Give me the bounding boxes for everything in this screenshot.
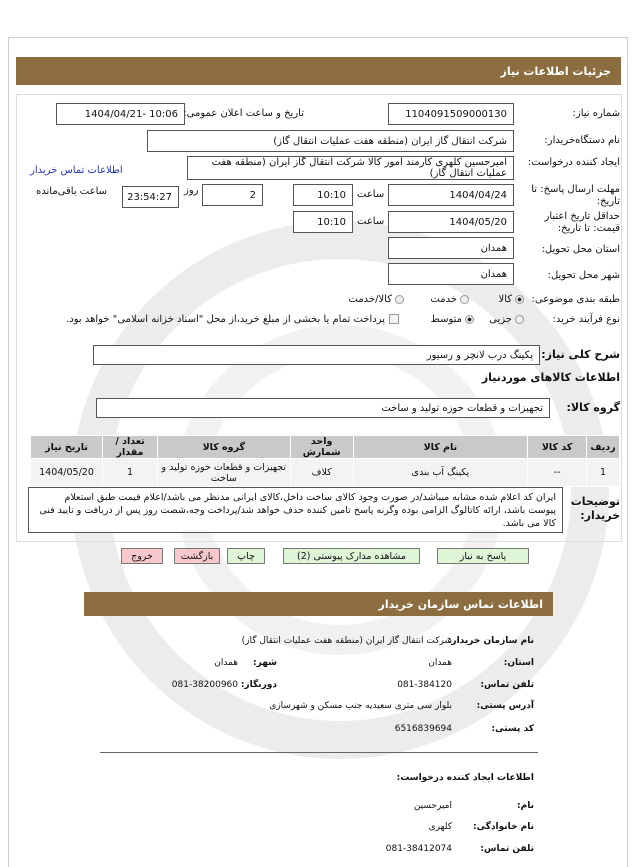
contact-city-value: همدان [214,658,238,668]
org-label: نام سازمان خریدار: [447,636,534,646]
remaining-time-label: ساعت باقی‌مانده [36,186,108,197]
goods-group-label: گروه کالا: [566,401,620,414]
col-date: تاریخ نیاز [29,435,104,459]
category-option-goods[interactable]: کالا [498,294,524,306]
days-field: 2 [202,184,263,206]
process-label: نوع فرآیند خرید: [552,314,621,325]
announce-field: 1404/04/21- 10:06 [56,103,185,125]
requester-label: ایجاد کننده درخواست: [527,157,620,168]
city-field: همدان [388,263,514,285]
org-value: شرکت انتقال گاز ایران (منطقه هفت عملیات … [241,636,452,646]
creator-name-label: نام: [517,801,534,811]
requester-field: امیرحسین کلهری کارمند امور کالا شرکت انت… [187,156,514,180]
buyer-contact-link[interactable]: اطلاعات تماس خریدار [30,165,123,176]
deadline-time-label: ساعت [357,189,385,200]
col-unit: واحد شمارش [289,435,354,459]
radio-icon[interactable] [515,294,524,304]
description-field: پکینگ درب لانچر و رسیور [93,345,540,365]
deadline-label: مهلت ارسال پاسخ: تا تاریخ: [531,184,620,207]
page-header: جزئیات اطلاعات نیاز [16,57,621,85]
exit-button[interactable]: خروج [121,548,163,564]
table-row: 1 -- پکینگ آب بندی کلاف تجهیزات و قطعات … [29,458,620,487]
fax-value: 081-38200960 [171,680,238,690]
goods-section-title: اطلاعات کالاهای موردنیاز [481,371,620,384]
contact-phone-value: 081-384120 [397,680,452,690]
page-frame [8,37,628,867]
category-option-both[interactable]: کالا/خدمت [349,294,404,306]
deadline-time-field: 10:10 [293,184,353,206]
days-label: روز [184,185,199,196]
creator-family-value: کلهری [428,822,452,832]
buyer-notes-field: ایران کد اعلام شده مشابه میباشد/در صورت … [28,487,563,533]
creator-phone-label: تلفن تماس: [480,844,534,854]
col-code: کد کالا [527,435,588,459]
city-label: شهر محل تحویل: [547,270,620,281]
cell-group: تجهیزات و قطعات حوزه تولید و ساخت [156,458,291,487]
table-header-row: ردیف کد کالا نام کالا واحد شمارش گروه کا… [29,435,620,459]
reply-button[interactable]: پاسخ به نیاز [437,548,529,564]
print-button[interactable]: چاپ [227,548,265,564]
fax-label: دورنگار: [240,680,277,690]
validity-label: حداقل تاریخ اعتبار قیمت: تا تاریخ: [544,211,620,234]
goods-group-field: تجهیزات و قطعات حوزه تولید و ساخت [96,398,550,418]
category-option-service[interactable]: خدمت [430,294,469,306]
col-name: نام کالا [352,435,529,459]
radio-icon[interactable] [395,294,404,304]
remaining-time-field: 23:54:27 [122,186,179,208]
buyer-label: نام دستگاه‌خریدار: [544,135,620,146]
cell-name: پکینگ آب بندی [352,458,529,487]
postal-label: کد پستی: [491,724,534,734]
process-option-minor[interactable]: جزیی [489,314,524,326]
payment-treasury-checkbox[interactable]: پرداخت تمام یا بخشی از مبلغ خرید،از محل … [66,314,399,326]
need-number-field: 1104091509000130 [388,103,514,125]
buyer-field: شرکت انتقال گاز ایران (منطقه هفت عملیات … [147,130,514,152]
details-panel [16,94,622,542]
checkbox-icon[interactable] [389,314,399,324]
goods-table: ردیف کد کالا نام کالا واحد شمارش گروه کا… [29,435,620,487]
radio-icon[interactable] [515,314,524,324]
contact-phone-label: تلفن تماس: [480,680,534,690]
need-number-label: شماره نیاز: [572,108,621,119]
contact-header: اطلاعات تماس سازمان خریدار [84,592,553,616]
province-label: استان محل تحویل: [541,244,620,255]
cell-date: 1404/05/20 [29,458,104,487]
cell-code: -- [527,458,588,487]
description-label: شرح کلی نیاز: [541,348,620,361]
col-qty: تعداد / مقدار [102,435,158,459]
buyer-notes-label: توضیحات خریدار: [570,495,620,522]
col-row: ردیف [586,435,620,459]
validity-time-label: ساعت [357,216,385,227]
back-button[interactable]: بازگشت [174,548,220,564]
deadline-date-field: 1404/04/24 [388,184,514,206]
cell-unit: کلاف [289,458,354,487]
process-option-medium[interactable]: متوسط [431,314,474,326]
contact-province-label: استان: [503,658,534,668]
address-label: آدرس پستی: [476,701,534,711]
contact-city-label: شهر: [253,658,277,668]
validity-date-field: 1404/05/20 [388,211,514,233]
creator-family-label: نام خانوادگی: [472,822,534,832]
col-group: گروه کالا [156,435,291,459]
postal-value: 6516839694 [394,724,452,734]
category-label: طبقه بندی موضوعی: [531,294,620,305]
divider [100,752,538,753]
radio-icon[interactable] [460,294,469,304]
validity-time-field: 10:10 [293,211,353,233]
cell-row: 1 [586,458,620,487]
address-value: بلوار سی متری سعیدیه جنب مسکن و شهرسازی [269,701,452,711]
view-attachments-button[interactable]: مشاهده مدارک پیوستی (2) [283,548,420,564]
province-field: همدان [388,237,514,259]
contact-province-value: همدان [428,658,452,668]
creator-phone-value: 081-38412074 [385,844,452,854]
cell-qty: 1 [102,458,158,487]
creator-name-value: امیرحسین [413,801,452,811]
radio-icon[interactable] [465,314,474,324]
creator-title: اطلاعات ایجاد کننده درخواست: [396,773,534,783]
announce-label: تاریخ و ساعت اعلان عمومی: [183,108,304,119]
